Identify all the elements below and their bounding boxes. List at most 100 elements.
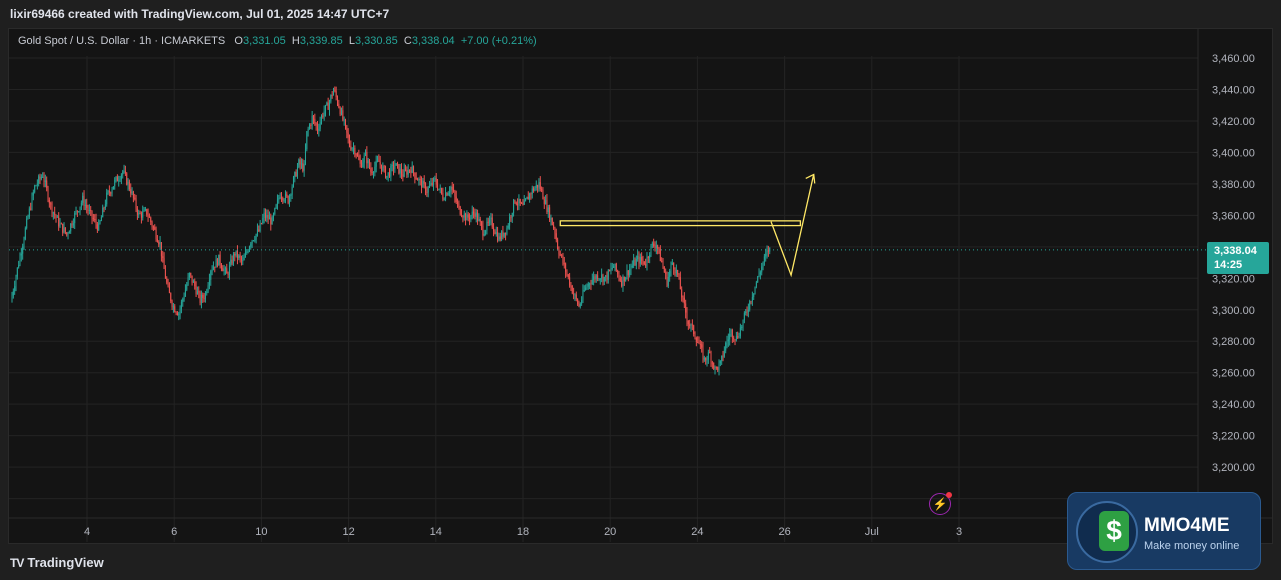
candle-body <box>111 189 113 194</box>
x-tick-label: 10 <box>255 526 267 538</box>
candle-body <box>130 189 132 194</box>
candle-body <box>216 259 218 266</box>
candle-body <box>767 250 769 252</box>
candle-body <box>314 118 316 124</box>
symbol-label[interactable]: Gold Spot / U.S. Dollar · 1h · ICMARKETS <box>18 35 226 47</box>
candle-body <box>148 216 150 218</box>
candle-body <box>51 203 53 214</box>
candle-body <box>251 240 253 244</box>
candle-body <box>283 200 285 202</box>
candle-body <box>714 366 716 369</box>
candle-body <box>63 227 65 233</box>
candle-body <box>723 350 725 357</box>
candle-body <box>509 217 511 226</box>
candle-body <box>100 217 102 222</box>
lightning-icon[interactable]: ⚡ <box>929 492 952 515</box>
candle-body <box>642 260 644 262</box>
candle-body <box>454 191 456 197</box>
candle-body <box>347 132 349 138</box>
candle-body <box>451 186 453 190</box>
candle-body <box>489 219 491 223</box>
candle-body <box>586 286 588 288</box>
candle-body <box>46 180 48 188</box>
candle-body <box>562 255 564 264</box>
candle-body <box>264 212 266 218</box>
candle-body <box>658 248 660 250</box>
candle-body <box>211 269 213 272</box>
chart-pane[interactable] <box>8 28 1273 544</box>
y-tick-label: 3,220.00 <box>1212 431 1255 443</box>
candle-body <box>159 242 161 245</box>
candle-body <box>694 334 696 339</box>
candle-body <box>202 294 204 298</box>
candle-body <box>258 229 260 232</box>
candle-body <box>575 294 577 299</box>
candle-body <box>369 160 371 168</box>
candle-body <box>268 217 270 220</box>
candle-body <box>248 246 250 252</box>
candle-body <box>222 268 224 272</box>
candle-body <box>80 202 82 207</box>
candle-body <box>606 275 608 280</box>
candle-body <box>639 256 641 264</box>
candle-body <box>151 221 153 227</box>
candle-body <box>679 277 681 290</box>
candle-body <box>689 324 691 326</box>
candle-body <box>66 232 68 235</box>
candle-body <box>685 303 687 313</box>
candle-body <box>453 189 455 192</box>
candle-body <box>316 125 318 131</box>
candle-body <box>577 298 579 305</box>
candle-body <box>377 160 379 162</box>
candle-body <box>578 304 580 307</box>
candle-body <box>501 231 503 240</box>
candle-body <box>126 173 128 185</box>
candle-body <box>407 169 409 175</box>
candle-body <box>499 236 501 240</box>
candle-body <box>190 272 192 276</box>
candle-body <box>681 289 683 298</box>
candle-body <box>302 163 304 171</box>
candle-body <box>753 293 755 298</box>
time-axis: 4 6 10 12 14 18 20 24 26 Jul 3 <box>84 526 962 538</box>
candle-body <box>530 193 532 195</box>
candle-body <box>194 281 196 287</box>
candle-body <box>726 341 728 343</box>
candle-body <box>391 164 393 166</box>
candle-body <box>394 165 396 170</box>
candle-body <box>310 125 312 127</box>
candle-body <box>39 176 41 179</box>
candle-body <box>565 263 567 272</box>
candle-body <box>112 186 114 190</box>
candle-body <box>108 190 110 193</box>
candle-body <box>226 268 228 274</box>
candle-body <box>351 148 353 150</box>
candle-body <box>243 257 245 261</box>
candle-body <box>547 207 549 213</box>
candle-body <box>751 297 753 302</box>
candle-body <box>663 267 665 273</box>
candle-body <box>538 182 540 188</box>
candle-body <box>549 207 551 221</box>
candle-body <box>275 204 277 209</box>
candle-body <box>411 166 413 173</box>
candle-body <box>58 216 60 227</box>
chart-legend: Gold Spot / U.S. Dollar · 1h · ICMARKETS… <box>18 35 537 47</box>
candle-body <box>103 207 105 209</box>
candle-body <box>715 366 717 368</box>
coin-icon: $ <box>1076 501 1138 563</box>
candle-body <box>503 232 505 237</box>
candle-body <box>525 199 527 201</box>
candle-body <box>299 159 301 165</box>
tradingview-logo[interactable]: TV TradingView <box>10 555 104 570</box>
candle-body <box>99 221 101 224</box>
candle-body <box>150 217 152 222</box>
candle-body <box>178 313 180 315</box>
candle-body <box>706 359 708 361</box>
candle-body <box>395 163 397 166</box>
candle-body <box>511 212 513 218</box>
candle-body <box>479 219 481 222</box>
candle-body <box>55 214 57 218</box>
candle-body <box>315 123 317 126</box>
